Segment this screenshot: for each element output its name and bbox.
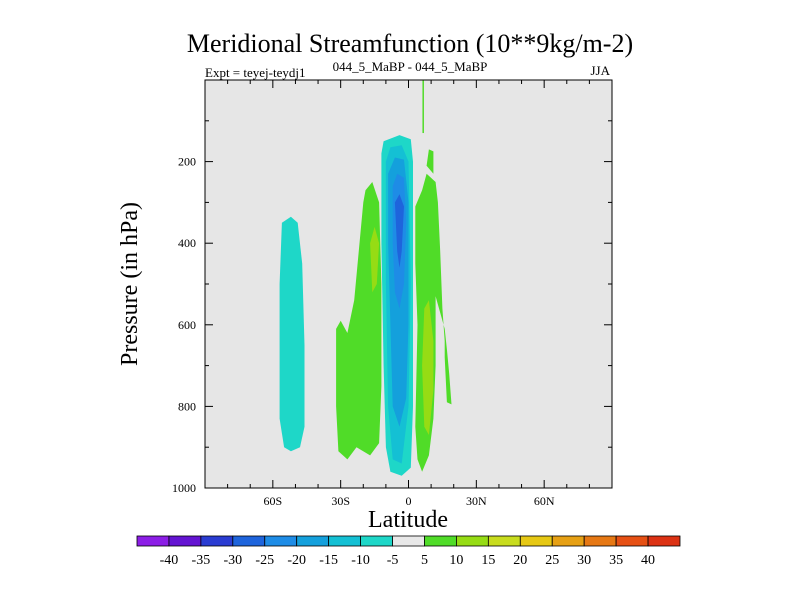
- x-axis-label: Latitude: [368, 507, 448, 533]
- colorbar-swatch: [519, 535, 553, 547]
- colorbar-label: -30: [223, 553, 242, 568]
- x-tick-label: 60N: [534, 494, 555, 508]
- x-tick-label: 60S: [263, 494, 282, 508]
- period-diff-label: 044_5_MaBP - 044_5_MaBP: [333, 59, 488, 74]
- x-tick-label: 30S: [331, 494, 350, 508]
- y-tick-label: 200: [178, 155, 196, 169]
- colorbar-label: 15: [481, 553, 495, 568]
- colorbar-swatch: [264, 535, 298, 547]
- y-tick-label: 400: [178, 236, 196, 250]
- chart-title: Meridional Streamfunction (10**9kg/m-2): [187, 29, 633, 58]
- colorbar-swatch: [136, 535, 170, 547]
- colorbar-label: -20: [287, 553, 306, 568]
- colorbar-swatch: [487, 535, 521, 547]
- contour-main-cell-30: [394, 194, 404, 268]
- colorbar-swatch: [424, 535, 457, 547]
- experiment-label: Expt = teyej-teydj1: [205, 65, 305, 80]
- y-tick-label: 1000: [172, 481, 196, 495]
- colorbar-label: -35: [192, 553, 211, 568]
- colorbar-swatch: [296, 535, 330, 547]
- colorbar-swatch: [647, 535, 681, 547]
- colorbar-swatch: [232, 535, 266, 547]
- colorbar-label: 5: [421, 553, 428, 568]
- colorbar-swatch: [456, 535, 489, 547]
- colorbar-label: -25: [255, 553, 274, 568]
- x-tick-label: 0: [406, 494, 412, 508]
- colorbar-swatch: [200, 535, 234, 547]
- colorbar-swatch: [583, 535, 617, 547]
- contour-southern-green-band: [336, 182, 382, 460]
- y-tick-label: 600: [178, 318, 196, 332]
- contour-inner-green-band: [370, 226, 380, 293]
- y-tick-label: 800: [178, 399, 196, 413]
- contour-regions: [279, 80, 452, 476]
- colorbar-label: -15: [319, 553, 338, 568]
- contour-northern-inner-patch: [422, 300, 434, 435]
- axis-ticks: 60S 30S 0 30N 60N 200 400 600 800 1000: [172, 80, 612, 508]
- colorbar-label: -40: [160, 553, 179, 568]
- colorbar-label: -10: [351, 553, 370, 568]
- contour-southern-cell: [279, 216, 305, 452]
- season-label: JJA: [590, 63, 610, 78]
- colorbar-label: 40: [641, 553, 655, 568]
- colorbar-label: -5: [387, 553, 399, 568]
- colorbar-swatch: [328, 535, 361, 547]
- colorbar-label: 25: [545, 553, 559, 568]
- contour-northern-upper-patch: [426, 149, 434, 174]
- colorbar-label: 10: [449, 553, 463, 568]
- colorbar-label: 35: [609, 553, 623, 568]
- colorbar-swatch: [168, 535, 202, 547]
- x-tick-label: 30N: [466, 494, 487, 508]
- colorbar: -40 -35 -30 -25 -20 -15 -10 -5 5 10 15 20 25 30 35 40: [136, 535, 681, 568]
- colorbar-swatch: [392, 535, 425, 547]
- colorbar-swatch: [360, 535, 393, 547]
- colorbar-swatch: [551, 535, 585, 547]
- colorbar-label: 20: [513, 553, 527, 568]
- y-axis-label: Pressure (in hPa): [117, 202, 143, 366]
- colorbar-swatch: [615, 535, 649, 547]
- colorbar-label: 30: [577, 553, 591, 568]
